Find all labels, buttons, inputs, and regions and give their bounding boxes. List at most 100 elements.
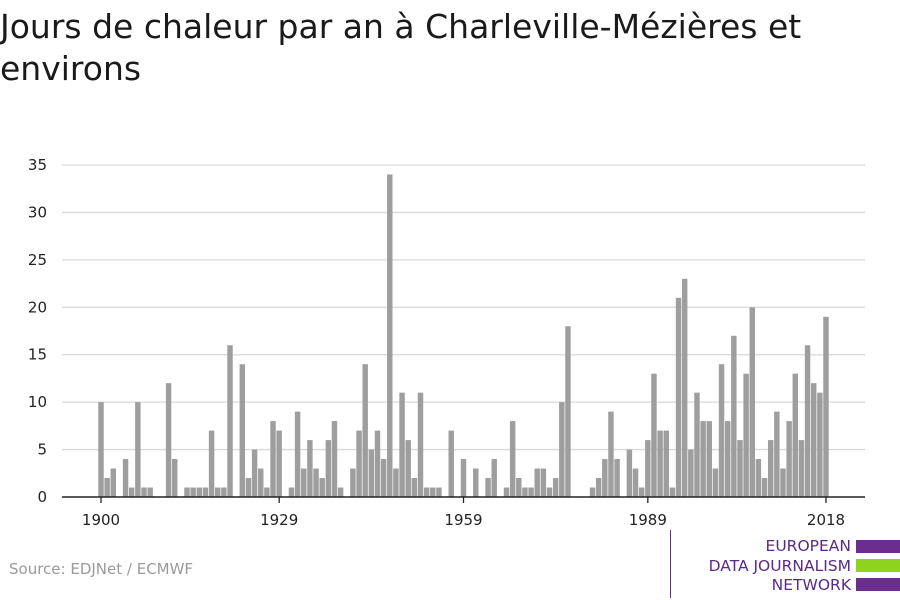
bar-1973 [546, 487, 553, 497]
bar-1914 [184, 487, 190, 497]
bar-1971 [534, 468, 540, 497]
bar-1982 [602, 459, 608, 497]
bar-1975 [559, 402, 565, 497]
bar-1953 [423, 487, 430, 497]
bar-2001 [718, 364, 725, 497]
bar-1997 [694, 392, 700, 497]
bar-1906 [135, 402, 141, 497]
bar-1963 [485, 478, 491, 497]
bar-1941 [350, 468, 356, 497]
bar-2005 [743, 373, 749, 497]
bar-1907 [141, 487, 147, 497]
x-tick-label-2018: 2018 [807, 511, 845, 529]
bar-1925 [251, 449, 258, 497]
logo-line-2: DATA JOURNALISM [708, 557, 851, 575]
bar-2004 [737, 440, 743, 497]
bar-1954 [430, 487, 436, 497]
bar-1952 [417, 392, 424, 497]
bar-1951 [411, 478, 418, 497]
bar-1926 [258, 468, 264, 497]
bar-1987 [632, 468, 639, 497]
x-tick-label-1900: 1900 [82, 511, 120, 529]
bar-1942 [356, 430, 362, 497]
bar-1937 [325, 440, 332, 497]
bar-1943 [362, 364, 368, 497]
bar-1968 [516, 478, 522, 497]
bar-1991 [657, 430, 663, 497]
bar-1989 [645, 440, 651, 497]
logo-bar-purple-top [856, 540, 900, 553]
y-tick-label-15: 15 [28, 346, 47, 364]
logo-divider [670, 530, 671, 598]
bar-1984 [614, 459, 620, 497]
y-axis-tick-labels: 0 5 10 15 20 25 30 35 [28, 156, 47, 506]
bar-2007 [755, 459, 762, 497]
bar-1912 [172, 459, 178, 497]
y-tick-label-20: 20 [28, 298, 47, 316]
chart-title: Jours de chaleur par an à Charleville-Mé… [0, 7, 802, 88]
bar-1928 [270, 421, 276, 497]
bar-1932 [294, 411, 301, 497]
bar-2015 [804, 345, 811, 497]
bar-1994 [675, 297, 682, 497]
bar-1998 [700, 421, 706, 497]
bar-1964 [491, 459, 497, 497]
bar-2010 [774, 411, 780, 497]
bar-1902 [110, 468, 117, 497]
bar-1983 [608, 411, 614, 497]
bar-1990 [651, 373, 657, 497]
bar-1945 [374, 430, 381, 497]
source-note: Source: EDJNet / ECMWF [9, 560, 194, 578]
bar-1980 [589, 487, 596, 497]
bar-1915 [190, 487, 196, 497]
bar-1934 [307, 440, 313, 497]
bar-1959 [460, 459, 467, 497]
y-tick-label-35: 35 [28, 156, 47, 174]
y-tick-label-25: 25 [28, 251, 47, 269]
bar-2017 [817, 392, 823, 497]
bar-2018 [823, 316, 829, 497]
bar-1972 [540, 468, 547, 497]
bar-2012 [786, 421, 792, 497]
bar-1967 [509, 421, 516, 497]
bar-1957 [448, 430, 454, 497]
bar-1924 [245, 478, 252, 497]
bar-1921 [227, 345, 233, 497]
bar-1936 [319, 478, 325, 497]
bar-2013 [792, 373, 799, 497]
bar-1920 [221, 487, 227, 497]
bar-1995 [681, 278, 688, 497]
bar-1988 [638, 487, 645, 497]
bar-1950 [405, 440, 411, 497]
bar-1933 [301, 468, 307, 497]
logo-bar-purple-bottom [856, 578, 900, 591]
bar-1938 [331, 421, 338, 497]
logo-bar-green [856, 559, 900, 572]
bar-1999 [706, 421, 712, 497]
logo-line-1: EUROPEAN [765, 537, 851, 555]
y-tick-label-30: 30 [28, 203, 47, 221]
bar-1935 [313, 468, 319, 497]
bar-1944 [368, 449, 375, 497]
bar-2009 [767, 440, 774, 497]
bar-1901 [104, 478, 110, 497]
bar-1929 [276, 430, 282, 497]
x-tick-label-1959: 1959 [444, 511, 482, 529]
bar-1931 [288, 487, 295, 497]
bar-1904 [122, 459, 129, 497]
logo-line-3: NETWORK [771, 576, 851, 594]
bars [98, 174, 829, 497]
bar-1948 [393, 468, 399, 497]
bar-1949 [399, 392, 405, 497]
bar-1976 [565, 326, 571, 497]
y-tick-label-5: 5 [37, 441, 47, 459]
bar-1993 [669, 487, 676, 497]
bar-1996 [688, 449, 694, 497]
bar-2003 [731, 335, 737, 497]
bar-1992 [663, 430, 669, 497]
bar-2000 [712, 468, 719, 497]
bar-1916 [196, 487, 203, 497]
bar-1947 [387, 174, 393, 497]
bar-1969 [522, 487, 528, 497]
